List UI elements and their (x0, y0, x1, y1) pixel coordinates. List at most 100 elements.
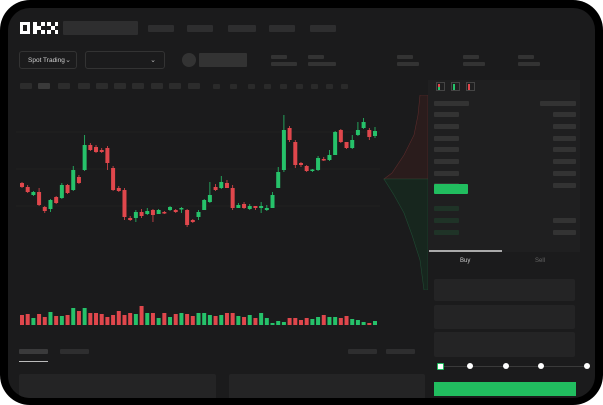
volume-bar (145, 313, 150, 325)
slider-step[interactable] (584, 363, 590, 369)
timeframe-button[interactable] (78, 83, 90, 89)
price-input[interactable] (434, 279, 575, 301)
slider-step[interactable] (503, 363, 509, 369)
depth-chart (383, 95, 428, 290)
orderbook-mid-price[interactable] (434, 184, 468, 194)
orderbook-row-amount[interactable] (553, 171, 576, 176)
volume-bar (196, 313, 201, 325)
timeframe-button[interactable] (58, 83, 70, 89)
volume-bar (253, 318, 258, 325)
candle-down (111, 168, 116, 190)
orderbook-row-amount[interactable] (553, 159, 576, 165)
timeframe-button[interactable] (114, 83, 126, 89)
timeframe-button[interactable] (20, 83, 32, 89)
tool-icon[interactable] (248, 84, 255, 89)
candle-down (139, 212, 144, 216)
orderbook-bids-icon[interactable] (451, 82, 460, 91)
amount-input[interactable] (434, 305, 575, 329)
orderbook-row-price[interactable] (434, 123, 459, 129)
candlestick-chart[interactable] (8, 95, 428, 330)
orderbook-both-icon[interactable] (436, 82, 445, 91)
slider-step[interactable] (437, 363, 444, 370)
candle-down (367, 130, 372, 137)
orderbook-row-price[interactable] (434, 159, 459, 165)
tab-sell[interactable]: Sell (535, 258, 546, 264)
volume-bar (48, 312, 53, 325)
okx-logo[interactable] (20, 22, 58, 34)
slider-step[interactable] (538, 363, 544, 369)
candle-up (133, 212, 138, 218)
stat-value (308, 62, 336, 66)
candle-down (150, 210, 155, 215)
orderbook-row-amount[interactable] (553, 147, 576, 153)
amount-slider[interactable] (440, 366, 588, 367)
timeframe-button[interactable] (96, 83, 108, 89)
orderbook-row-amount[interactable] (553, 135, 576, 141)
filter-button[interactable] (348, 349, 377, 354)
orderbook-row-price[interactable] (434, 171, 459, 176)
pair-selector[interactable]: ⌄ (85, 51, 165, 69)
orderbook-row-price[interactable] (434, 206, 459, 212)
tool-icon[interactable] (311, 84, 318, 89)
volume-bar (25, 314, 30, 325)
stat-value (397, 62, 419, 66)
orderbook-asks-icon[interactable] (466, 82, 475, 91)
candle-up (373, 131, 377, 136)
tab-open-orders[interactable] (19, 349, 48, 354)
tab-buy[interactable]: Buy (460, 258, 471, 264)
volume-bar (287, 318, 292, 325)
nav-item[interactable] (187, 25, 213, 32)
chevron-down-icon: ⌄ (65, 57, 71, 64)
tool-icon[interactable] (326, 84, 333, 89)
stat-value (271, 62, 297, 66)
volume-bar (281, 322, 286, 325)
nav-item[interactable] (228, 25, 256, 32)
candle-up (145, 211, 150, 214)
coin-icon (182, 53, 196, 67)
orderbook-row-price[interactable] (434, 112, 459, 117)
nav-item[interactable] (148, 25, 174, 32)
volume-bar (338, 318, 343, 325)
candle-down (298, 163, 303, 165)
volume-bar (122, 315, 127, 325)
tool-icon[interactable] (341, 84, 348, 89)
candle-down (190, 220, 195, 222)
volume-bar (327, 317, 332, 325)
orderbook-row-amount[interactable] (553, 218, 576, 224)
timeframe-button[interactable] (38, 83, 50, 89)
price-display (199, 53, 247, 67)
candle-down (65, 185, 70, 193)
orderbook-row-price[interactable] (434, 230, 459, 235)
tab-order-history[interactable] (60, 349, 89, 354)
volume-bar (71, 308, 76, 325)
orderbook-row-price[interactable] (434, 147, 459, 153)
filter-button[interactable] (386, 349, 415, 354)
search-bar[interactable] (63, 21, 138, 35)
candle-up (259, 206, 264, 208)
volume-bar (316, 317, 321, 325)
timeframe-button[interactable] (151, 83, 163, 89)
timeframe-button[interactable] (169, 83, 181, 89)
timeframe-button[interactable] (132, 83, 144, 89)
volume-bar (31, 318, 36, 325)
orderbook-row-price[interactable] (434, 135, 459, 141)
stat-value (518, 62, 540, 66)
orderbook-row-amount[interactable] (553, 112, 576, 117)
timeframe-button[interactable] (188, 83, 200, 89)
nav-item[interactable] (269, 25, 295, 32)
tool-icon[interactable] (264, 84, 271, 89)
buy-button[interactable] (434, 382, 576, 396)
nav-item[interactable] (310, 25, 336, 32)
tool-icon[interactable] (213, 84, 220, 89)
tool-icon[interactable] (230, 84, 237, 89)
total-input[interactable] (434, 332, 575, 357)
volume-bar (344, 316, 349, 325)
slider-step[interactable] (467, 363, 473, 369)
tool-icon[interactable] (280, 84, 287, 89)
tool-icon[interactable] (296, 84, 303, 89)
market-selector[interactable]: Spot Trading ⌄ (19, 51, 77, 69)
orderbook-row-amount[interactable] (553, 230, 576, 235)
orderbook-row-amount[interactable] (553, 182, 576, 188)
orderbook-row-amount[interactable] (553, 123, 576, 129)
orderbook-row-price[interactable] (434, 218, 459, 224)
